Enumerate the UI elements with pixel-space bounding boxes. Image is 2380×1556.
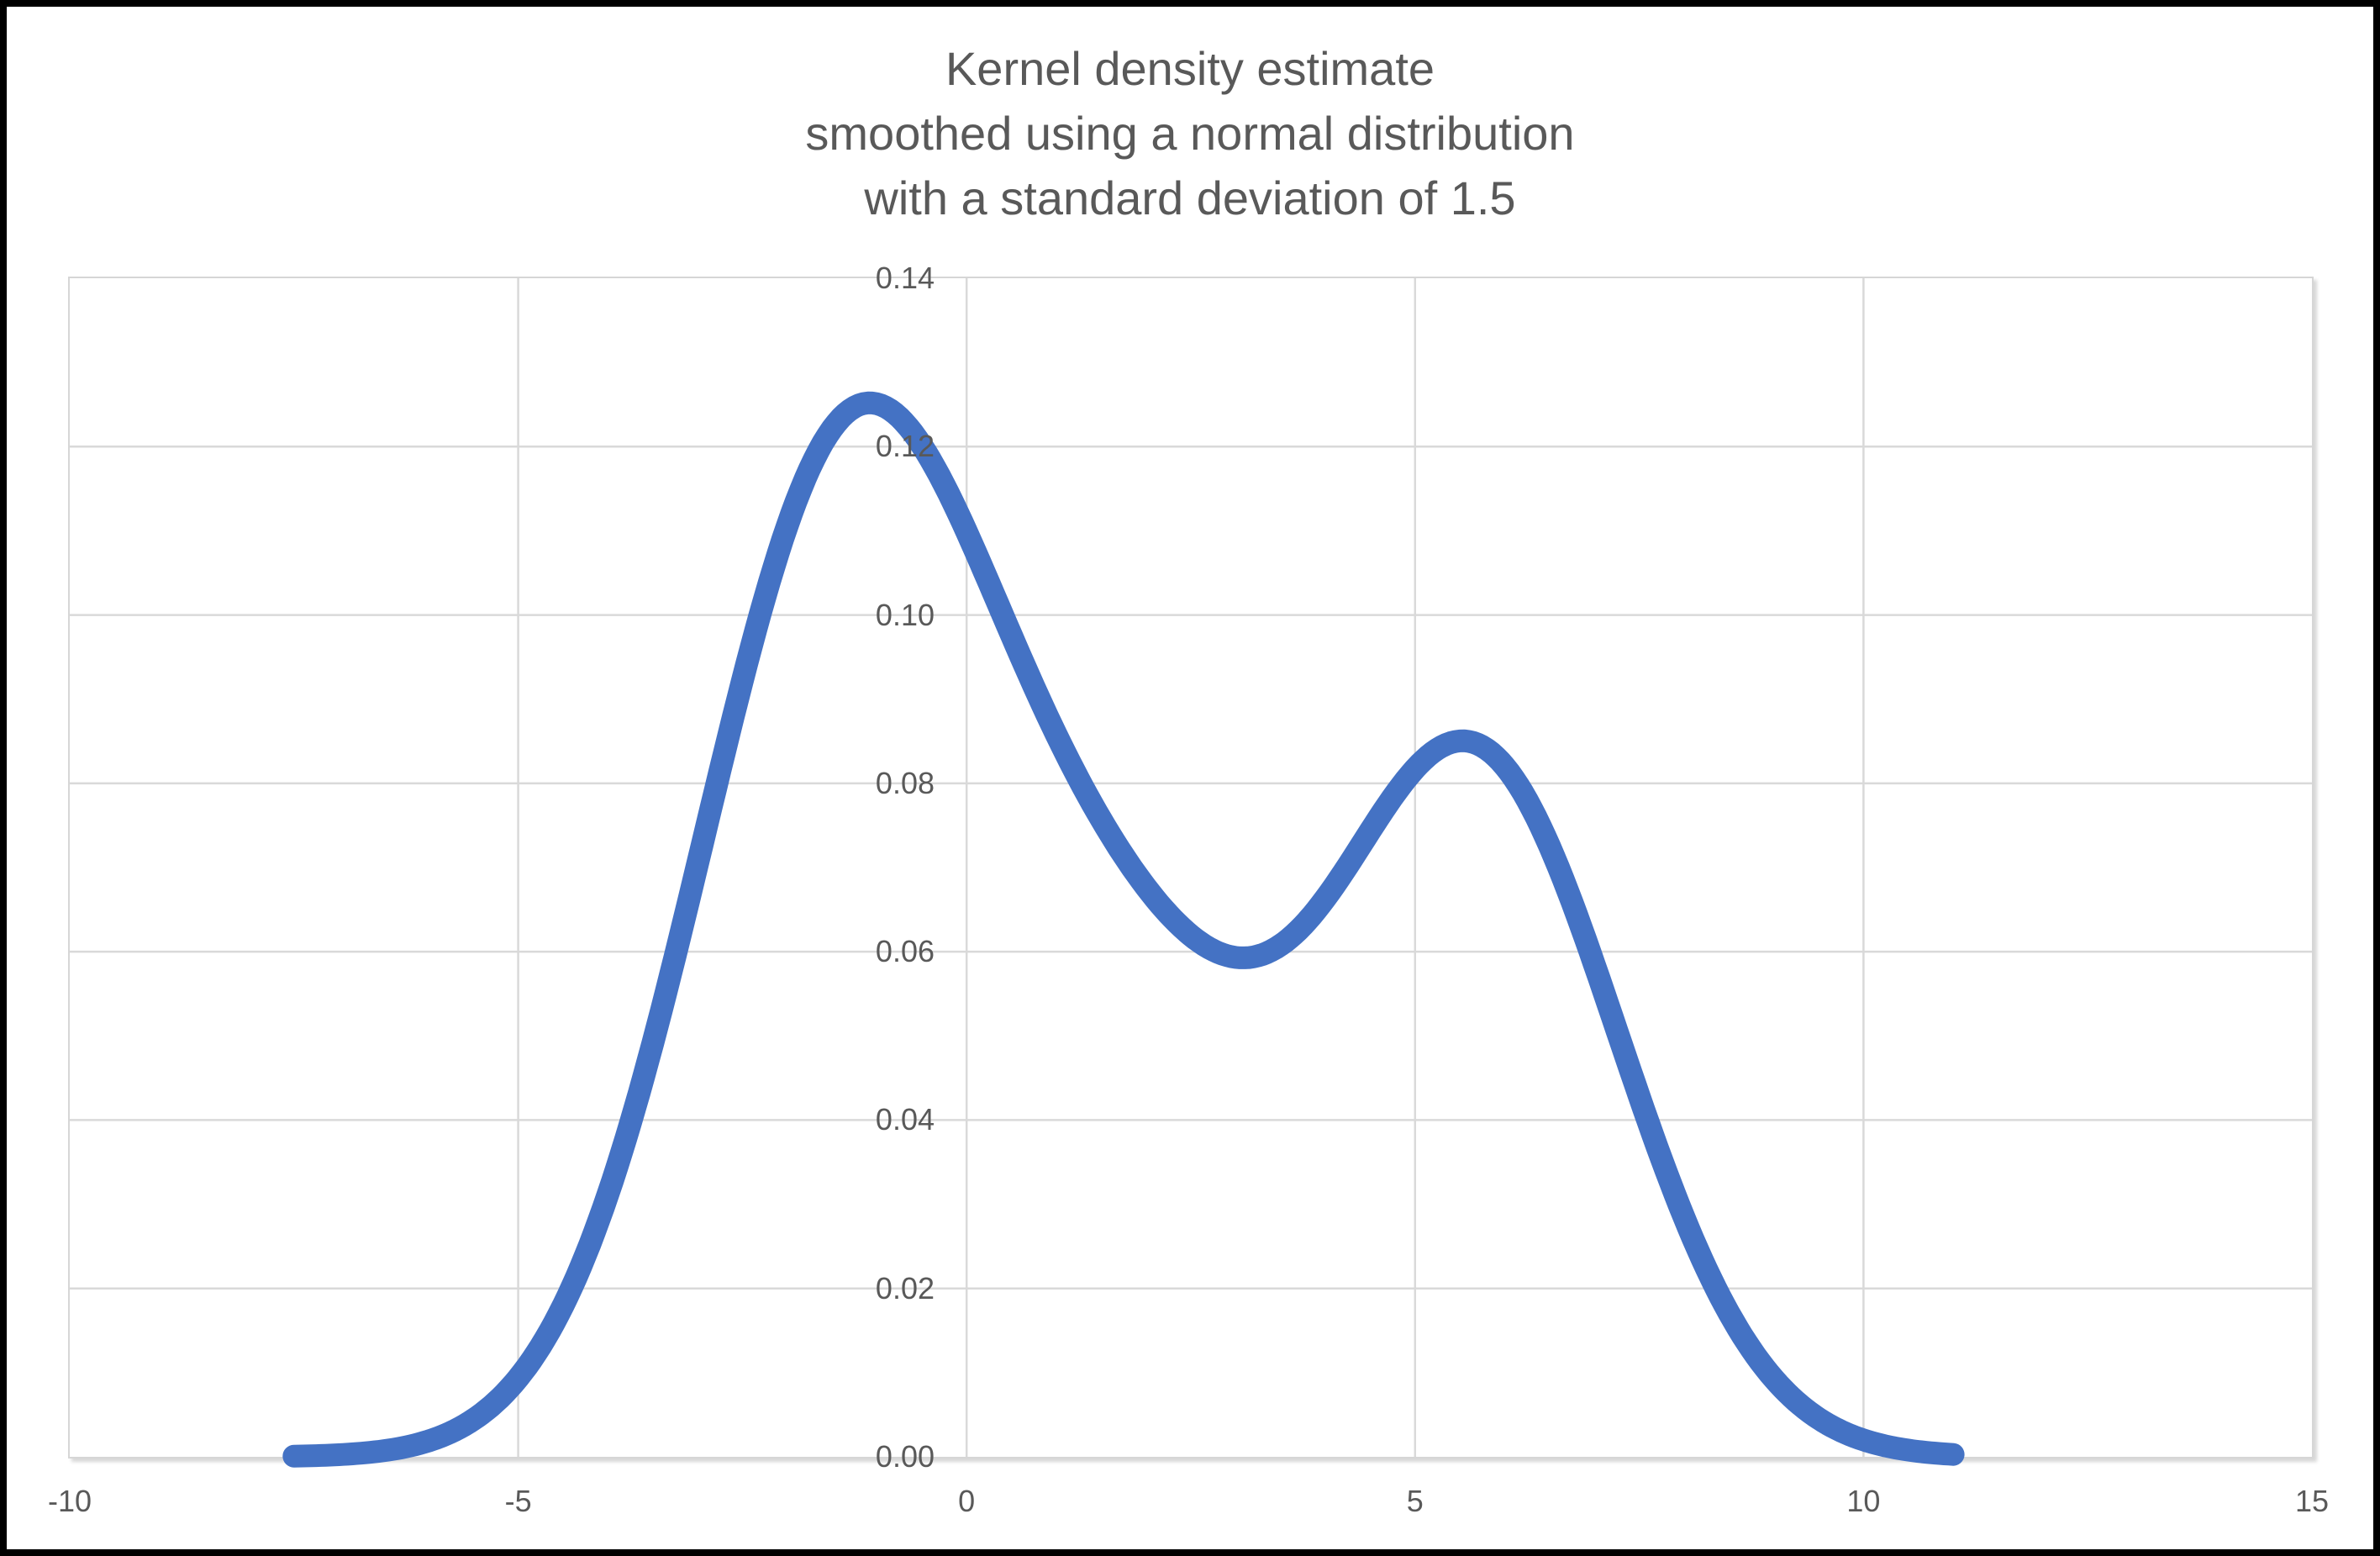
y-tick-label: 0.00 — [875, 1439, 935, 1474]
kde-curve — [282, 391, 1965, 1468]
y-tick-label: 0.02 — [875, 1270, 935, 1305]
y-tick-label: 0.10 — [875, 597, 935, 632]
x-tick-label: 5 — [1406, 1484, 1424, 1518]
chart-title: Kernel density estimate smoothed using a… — [0, 36, 2380, 230]
chart-title-line-3: with a standard deviation of 1.5 — [864, 171, 1516, 224]
x-tick-label: 0 — [958, 1484, 976, 1518]
y-tick-label: 0.12 — [875, 429, 935, 464]
x-tick-label: 10 — [1846, 1484, 1881, 1518]
y-tick-label: 0.06 — [875, 934, 935, 969]
y-tick-label: 0.08 — [875, 765, 935, 800]
chart-title-line-1: Kernel density estimate — [945, 42, 1435, 95]
plot-area — [70, 278, 2312, 1468]
gridlines — [70, 278, 2312, 1457]
chart-title-line-2: smoothed using a normal distribution — [805, 107, 1575, 160]
plot-area-border — [68, 277, 2314, 1458]
x-tick-label: 15 — [2294, 1484, 2330, 1518]
y-tick-label: 0.14 — [875, 261, 935, 295]
x-tick-label: -5 — [504, 1484, 532, 1518]
x-tick-label: -10 — [47, 1484, 92, 1518]
y-tick-label: 0.04 — [875, 1102, 935, 1137]
